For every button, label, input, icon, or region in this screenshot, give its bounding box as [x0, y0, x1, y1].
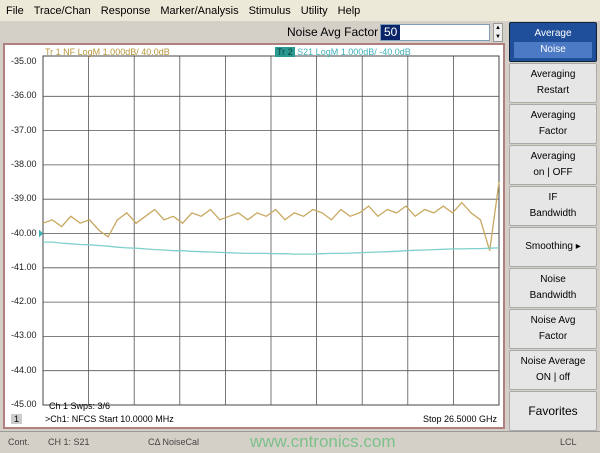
- y-tick-label: -42.00: [11, 296, 37, 307]
- softkey-label: Averaging: [530, 69, 576, 80]
- y-tick-label: -41.00: [11, 261, 37, 272]
- entry-toolbar: Noise Avg Factor 50 ▲ ▼: [0, 21, 507, 43]
- menu-marker-analysis[interactable]: Marker/Analysis: [160, 4, 239, 17]
- plot-area: [39, 55, 500, 406]
- status-channel: CH 1: S21: [48, 437, 90, 447]
- noise-avg-factor-label: Noise Avg Factor: [287, 25, 379, 39]
- y-tick-label: -44.00: [11, 364, 37, 375]
- trace2-label[interactable]: Tr 2 S21 LogM 1.000dB/ -40.0dB: [275, 47, 411, 57]
- softkey-label: Smoothing ▸: [525, 241, 581, 252]
- softkey-label: Average: [534, 28, 572, 39]
- y-tick-label: -37.00: [11, 124, 37, 135]
- softkey-noise-bandwidth[interactable]: Noise Bandwidth: [509, 268, 597, 308]
- trace-1-line: [42, 182, 500, 251]
- trace2-desc: S21 LogM 1.000dB/ -40.0dB: [294, 47, 411, 57]
- menu-response[interactable]: Response: [100, 4, 151, 17]
- softkey-favorites[interactable]: Favorites: [509, 391, 597, 431]
- status-cal: CΔ NoiseCal: [148, 437, 200, 447]
- softkey-label: Noise: [540, 274, 566, 285]
- menu-trace-chan[interactable]: Trace/Chan: [33, 4, 91, 17]
- y-tick-label: -39.00: [11, 193, 37, 204]
- menu-stimulus[interactable]: Stimulus: [248, 4, 291, 17]
- softkey-label: Averaging: [530, 151, 576, 162]
- softkey-averaging-on-off[interactable]: Averaging on | OFF: [509, 145, 597, 185]
- softkey-averaging-restart[interactable]: Averaging Restart: [509, 63, 597, 103]
- softkey-label: Noise Average: [520, 356, 586, 367]
- softkey-label: Noise Avg: [530, 315, 576, 326]
- y-tick-label: -40.00: [11, 227, 37, 238]
- softkey-label: Averaging: [530, 110, 576, 121]
- softkey-sublabel: on | OFF: [533, 167, 573, 178]
- softkey-noise-average-on-off[interactable]: Noise Average ON | off: [509, 350, 597, 390]
- channel-number[interactable]: 1: [11, 414, 23, 424]
- y-tick-label: -45.00: [11, 399, 37, 409]
- trace-2-line: [43, 241, 500, 255]
- reference-marker-icon: [39, 229, 43, 238]
- softkey-panel: Average Noise Averaging Restart Averaging Fac…: [507, 21, 599, 431]
- y-tick-label: -35.00: [11, 56, 37, 66]
- softkey-noise-avg-factor[interactable]: Noise Avg Factor: [509, 309, 597, 349]
- softkey-sublabel: Noise: [514, 42, 592, 58]
- factor-value: 50: [381, 25, 401, 40]
- y-tick-label: -36.00: [11, 90, 37, 101]
- status-extra: LCL: [560, 437, 577, 447]
- status-mode: Cont.: [8, 437, 30, 447]
- spin-buttons[interactable]: ▲ ▼: [493, 23, 503, 42]
- channel-footer: 1 >Ch1: NFCS Start 10.0000 MHz Stop 26.5…: [5, 413, 503, 427]
- y-tick-label: -38.00: [11, 158, 37, 169]
- sweep-count: Ch 1 Swps: 3/6: [49, 401, 111, 411]
- softkey-if-bandwidth[interactable]: IF Bandwidth: [509, 186, 597, 226]
- start-frequency[interactable]: >Ch1: NFCS Start 10.0000 MHz: [45, 414, 174, 424]
- softkey-average-noise[interactable]: Average Noise: [509, 22, 597, 62]
- softkey-averaging-factor[interactable]: Averaging Factor: [509, 104, 597, 144]
- status-bar: Cont. CH 1: S21 CΔ NoiseCal LCL: [0, 431, 600, 453]
- softkey-label: Favorites: [528, 404, 578, 418]
- softkey-label: IF: [548, 192, 558, 203]
- trace1-label[interactable]: Tr 1 NF LogM 1.000dB/ 40.0dB: [45, 47, 170, 57]
- watermark: www.cntronics.com: [250, 432, 396, 451]
- softkey-smoothing[interactable]: Smoothing ▸: [509, 227, 597, 267]
- menu-file[interactable]: File: [6, 4, 24, 17]
- softkey-sublabel: Factor: [538, 126, 568, 137]
- softkey-sublabel: Bandwidth: [529, 290, 577, 301]
- softkey-sublabel: Restart: [536, 85, 570, 96]
- menu-bar: File Trace/Chan Response Marker/Analysis…: [0, 0, 600, 21]
- softkey-sublabel: ON | off: [535, 372, 571, 383]
- trace2-tag: Tr 2: [275, 47, 295, 57]
- softkey-sublabel: Bandwidth: [529, 208, 577, 219]
- noise-avg-factor-input[interactable]: 50: [380, 24, 490, 41]
- y-tick-label: -43.00: [11, 330, 37, 341]
- menu-help[interactable]: Help: [337, 4, 361, 17]
- menu-utility[interactable]: Utility: [300, 4, 328, 17]
- softkey-sublabel: Factor: [538, 331, 568, 342]
- stop-frequency[interactable]: Stop 26.5000 GHz: [422, 414, 497, 424]
- chart-window: Tr 1 NF LogM 1.000dB/ 40.0dB Tr 2 S21 Lo…: [3, 43, 505, 429]
